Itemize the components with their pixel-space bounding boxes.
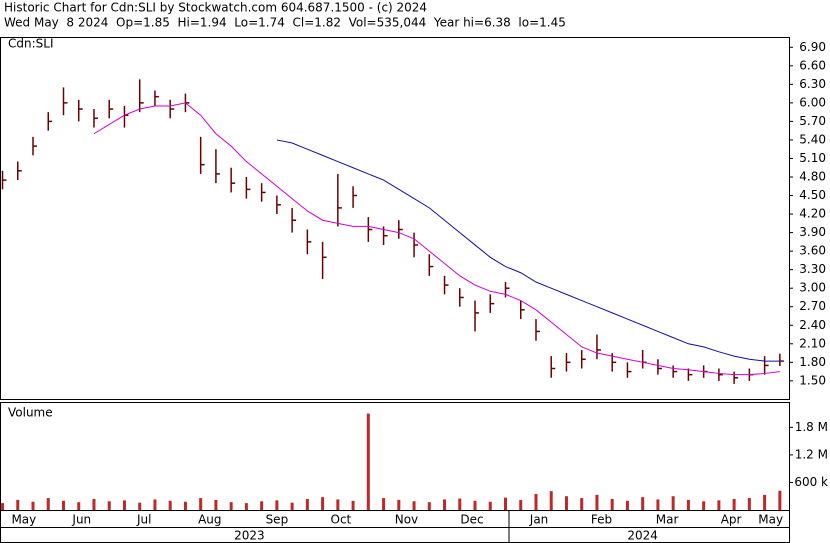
volume-bar — [443, 499, 447, 510]
volume-bar — [275, 500, 279, 510]
volume-label: Volume — [8, 406, 53, 420]
x-tick-label: May — [11, 513, 36, 527]
volume-bar — [641, 497, 645, 510]
volume-bar — [564, 496, 568, 510]
x-tick-label: Jul — [136, 513, 151, 527]
y-tick-label: 1.80 — [799, 355, 826, 369]
x-tick-label: Dec — [460, 513, 483, 527]
y-tick-label: 5.40 — [799, 132, 826, 146]
x-tick-label: May — [758, 513, 783, 527]
volume-bar — [199, 498, 203, 510]
chart-title: Historic Chart for Cdn:SLI by Stockwatch… — [4, 1, 427, 15]
volume-bar — [122, 500, 126, 510]
x-tick-label: Apr — [721, 513, 742, 527]
volume-bar — [580, 498, 584, 510]
volume-bar — [138, 502, 142, 510]
volume-bar — [61, 500, 65, 510]
volume-bar — [427, 502, 431, 510]
y-tick-label: 4.20 — [799, 207, 826, 221]
volume-tick-label: 1.2 M — [795, 447, 828, 461]
y-tick-label: 3.00 — [799, 281, 826, 295]
volume-bar — [625, 500, 629, 510]
y-tick-label: 1.50 — [799, 373, 826, 387]
volume-bar — [31, 501, 35, 510]
volume-bar — [290, 502, 294, 510]
volume-bar — [260, 501, 264, 510]
volume-bar — [671, 496, 675, 510]
year-label: 2024 — [627, 529, 658, 543]
volume-bar — [305, 498, 309, 510]
y-tick-label: 3.30 — [799, 262, 826, 276]
y-tick-label: 3.60 — [799, 244, 826, 258]
x-tick-label: Jun — [71, 513, 91, 527]
volume-bar — [534, 493, 538, 510]
y-tick-label: 4.50 — [799, 188, 826, 202]
y-tick-label: 6.60 — [799, 58, 826, 72]
volume-bar — [763, 494, 767, 510]
volume-bar — [473, 500, 477, 510]
y-tick-label: 2.10 — [799, 336, 826, 350]
x-tick-label: Oct — [331, 513, 352, 527]
volume-bar — [488, 501, 492, 510]
x-tick-label: Sep — [266, 513, 289, 527]
symbol-label: Cdn:SLI — [8, 37, 54, 51]
volume-bar — [747, 498, 751, 510]
chart-subtitle: Wed May 8 2024 Op=1.85 Hi=1.94 Lo=1.74 C… — [4, 16, 566, 30]
volume-bar — [229, 502, 233, 510]
y-tick-label: 4.80 — [799, 169, 826, 183]
x-tick-label: Mar — [656, 513, 679, 527]
y-tick-label: 6.00 — [799, 95, 826, 109]
volume-bar — [46, 498, 50, 510]
moving-average — [276, 139, 780, 362]
volume-bar — [656, 499, 660, 510]
volume-bar — [397, 499, 401, 510]
volume-bar — [183, 501, 187, 510]
volume-bar — [321, 497, 325, 510]
x-tick-label: Aug — [198, 513, 221, 527]
volume-bar — [366, 413, 370, 510]
volume-bar — [77, 502, 81, 510]
x-tick-label: Jan — [529, 513, 549, 527]
volume-bar — [168, 500, 172, 510]
volume-tick-label: 1.8 M — [795, 420, 828, 434]
volume-bar — [412, 501, 416, 510]
volume-bar — [595, 494, 599, 510]
price-panel — [0, 37, 790, 400]
volume-bar — [702, 501, 706, 510]
volume-bar — [778, 490, 782, 510]
x-tick-label: Nov — [395, 513, 418, 527]
volume-bar — [382, 498, 386, 510]
y-tick-label: 6.90 — [799, 40, 826, 54]
volume-bar — [549, 491, 553, 510]
volume-bar — [686, 499, 690, 510]
volume-bar — [92, 498, 96, 510]
volume-tick-label: 600 k — [794, 475, 828, 489]
y-tick-label: 5.10 — [799, 151, 826, 165]
volume-bar — [1, 503, 5, 510]
y-tick-label: 3.90 — [799, 225, 826, 239]
y-tick-label: 5.70 — [799, 114, 826, 128]
volume-bar — [458, 498, 462, 510]
volume-bar — [732, 498, 736, 510]
moving-average — [93, 102, 780, 376]
volume-bar — [214, 499, 218, 510]
volume-bar — [504, 497, 508, 510]
volume-bar — [519, 499, 523, 510]
volume-bar — [336, 499, 340, 510]
volume-bar — [717, 500, 721, 510]
year-label: 2023 — [234, 529, 265, 543]
volume-bar — [16, 499, 20, 510]
y-tick-label: 6.30 — [799, 77, 826, 91]
volume-bar — [244, 503, 248, 510]
volume-bar — [153, 499, 157, 510]
volume-bar — [351, 500, 355, 510]
x-tick-label: Feb — [591, 513, 612, 527]
volume-bar — [107, 501, 111, 510]
volume-bar — [610, 498, 614, 510]
y-tick-label: 2.70 — [799, 299, 826, 313]
y-tick-label: 2.40 — [799, 318, 826, 332]
